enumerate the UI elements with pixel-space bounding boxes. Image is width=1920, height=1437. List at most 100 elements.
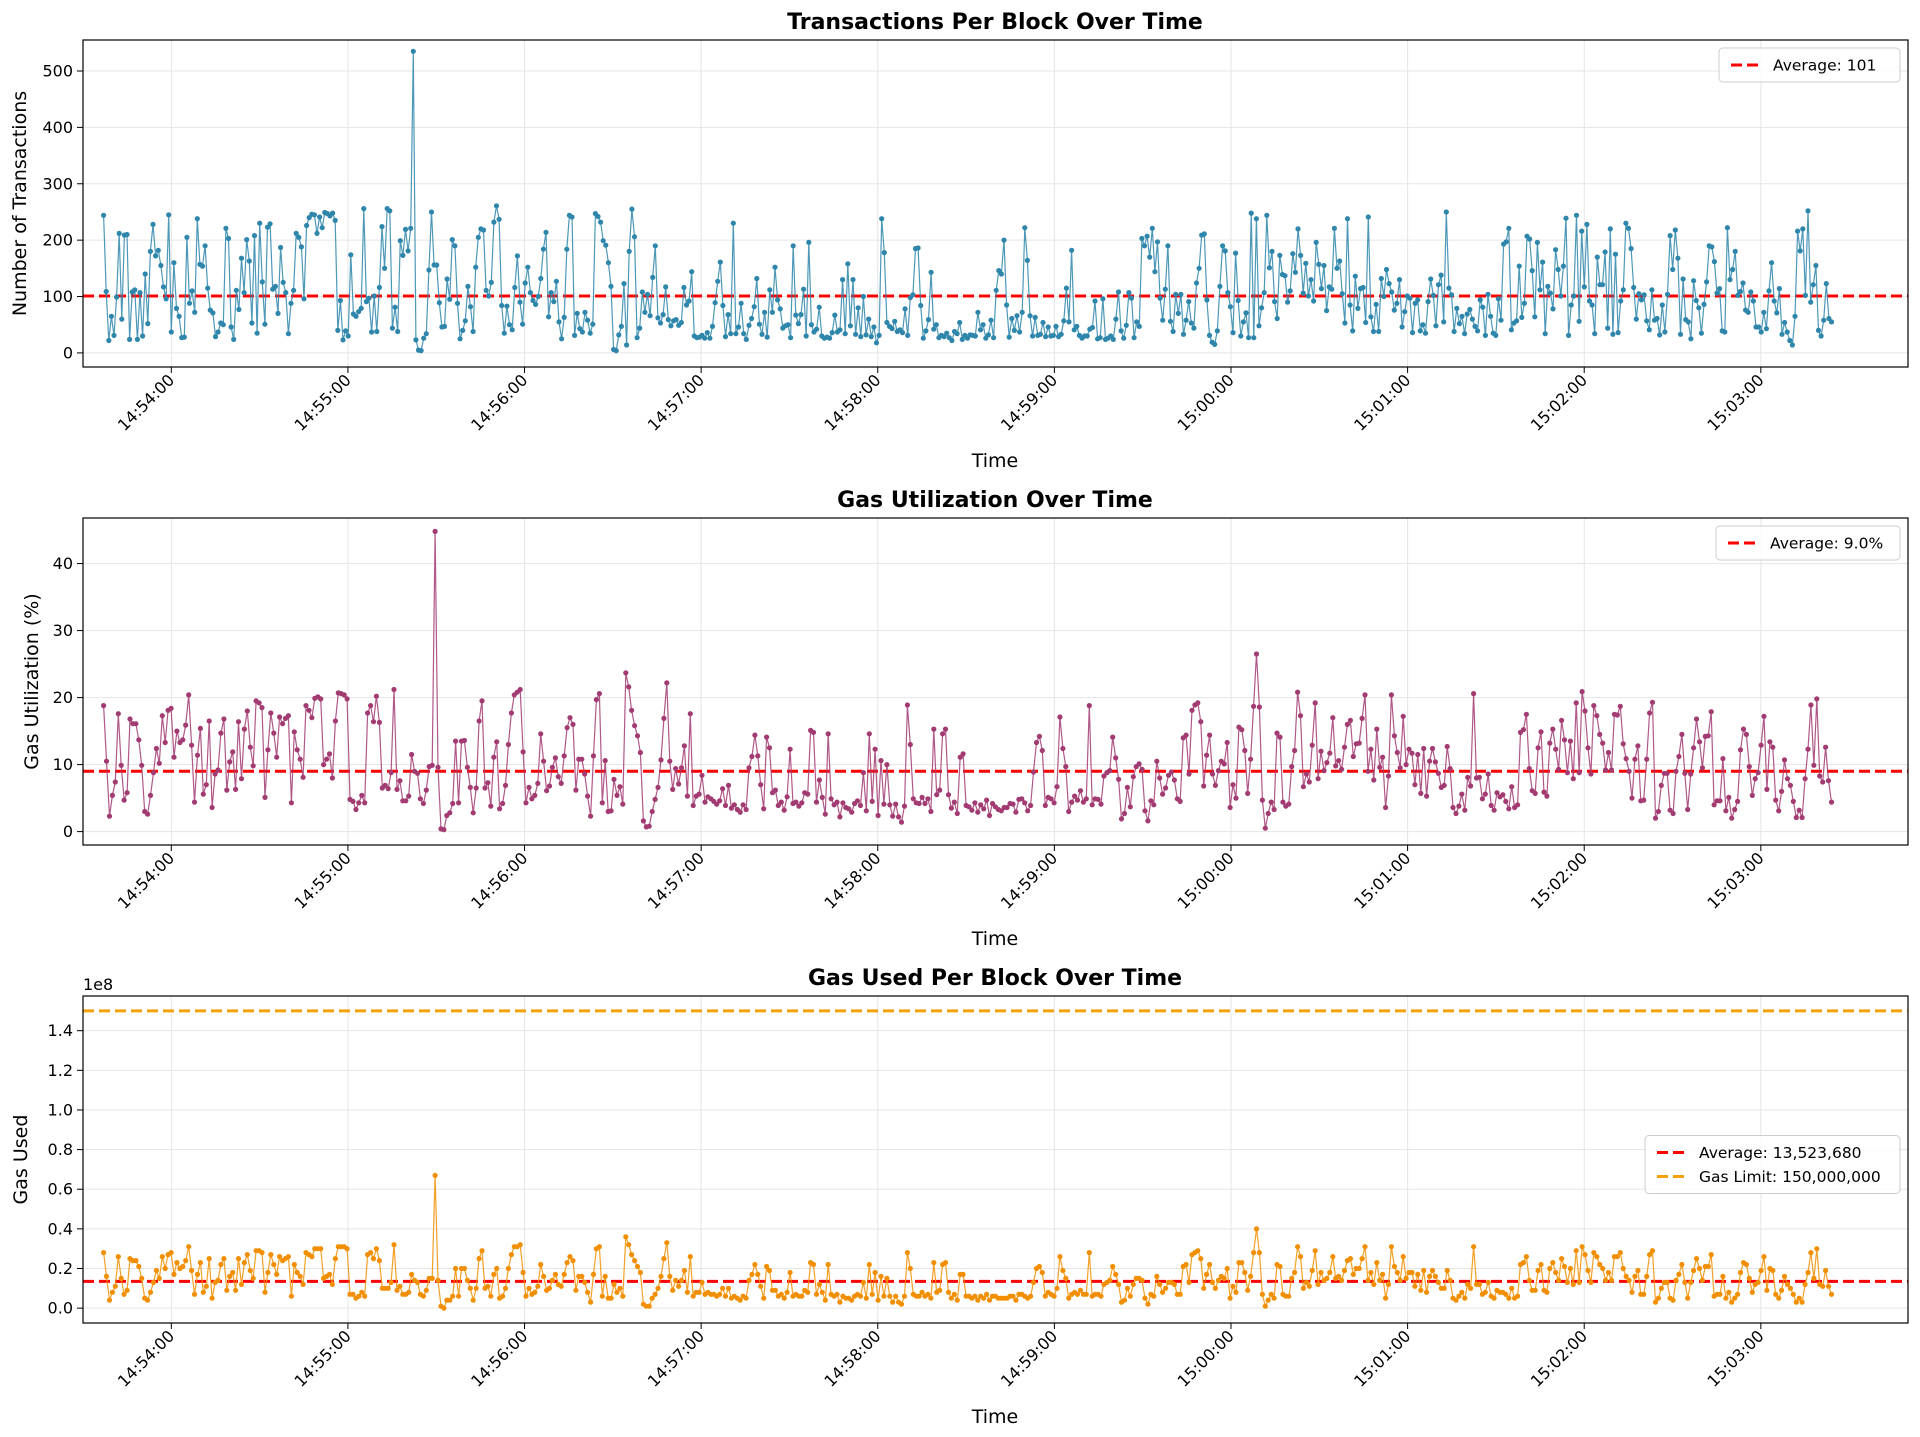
- data-point: [1555, 266, 1561, 273]
- data-point: [863, 332, 869, 338]
- data-point: [910, 796, 916, 802]
- data-point: [1014, 313, 1020, 319]
- data-point: [1040, 319, 1046, 326]
- data-point: [788, 335, 794, 341]
- legend-box: [1715, 525, 1901, 561]
- data-point: [1623, 1273, 1629, 1279]
- data-point: [658, 757, 664, 763]
- data-point: [1471, 1244, 1477, 1250]
- data-point: [218, 1261, 224, 1268]
- data-point: [540, 246, 547, 252]
- data-point: [1805, 1269, 1811, 1276]
- data-point: [1036, 1263, 1042, 1270]
- data-point: [1456, 1293, 1462, 1299]
- data-point: [1667, 233, 1673, 239]
- data-point: [1277, 252, 1283, 258]
- data-point: [1825, 778, 1832, 784]
- data-point: [387, 208, 393, 214]
- data-point: [413, 337, 419, 343]
- data-point: [998, 271, 1005, 277]
- data-point: [869, 1291, 875, 1297]
- data-point: [1221, 761, 1227, 767]
- data-point: [1802, 292, 1808, 298]
- data-point: [1620, 741, 1626, 747]
- data-point: [1491, 807, 1497, 813]
- data-point: [1066, 319, 1072, 325]
- data-point: [1324, 760, 1330, 766]
- data-point: [1582, 1252, 1588, 1258]
- data-point: [1649, 699, 1656, 705]
- x-tick-label: 14:57:00: [644, 848, 708, 912]
- data-point: [1298, 252, 1304, 258]
- data-point: [259, 705, 265, 711]
- data-point: [473, 264, 479, 270]
- data-point: [715, 278, 721, 284]
- data-point: [139, 762, 145, 768]
- data-point: [1435, 282, 1442, 288]
- data-point: [1632, 1273, 1638, 1279]
- data-point: [505, 1265, 511, 1272]
- data-point: [898, 819, 905, 825]
- data-point: [664, 1240, 670, 1246]
- data-point: [598, 219, 604, 225]
- data-point: [1100, 296, 1106, 302]
- data-point: [778, 799, 784, 805]
- data-point: [681, 1267, 688, 1274]
- data-point: [1576, 770, 1582, 776]
- data-point: [1430, 292, 1436, 298]
- data-point: [1186, 771, 1192, 777]
- data-point: [646, 1303, 652, 1309]
- data-point: [303, 703, 309, 709]
- data-point: [467, 304, 474, 310]
- data-point: [1412, 1283, 1418, 1289]
- data-point: [1724, 225, 1730, 231]
- data-point: [699, 772, 705, 778]
- data-point: [166, 212, 172, 218]
- data-point: [546, 1285, 553, 1291]
- data-point: [1235, 297, 1241, 304]
- data-point: [1368, 314, 1374, 320]
- data-point: [931, 1260, 937, 1266]
- data-point: [840, 800, 846, 806]
- data-point: [937, 787, 943, 793]
- data-point: [1344, 216, 1351, 222]
- data-point: [678, 1277, 685, 1283]
- data-point: [884, 319, 890, 326]
- data-point: [1532, 1287, 1538, 1293]
- data-point: [969, 807, 975, 813]
- data-point: [951, 799, 957, 805]
- grid: [83, 996, 1908, 1323]
- data-point: [1670, 266, 1676, 273]
- data-point: [1386, 281, 1392, 287]
- data-point: [1675, 255, 1681, 261]
- x-tick-label: 14:56:00: [467, 370, 531, 434]
- data-point: [1735, 292, 1741, 298]
- data-point: [1657, 332, 1663, 338]
- data-point: [186, 692, 192, 698]
- data-point: [1201, 783, 1207, 789]
- plot-frame: [82, 39, 1909, 368]
- gas-used-chart: Gas Used Per Block Over Time 1e8 0.00.20…: [10, 966, 1909, 1428]
- data-point: [523, 1293, 529, 1299]
- data-point: [614, 792, 620, 799]
- data-point: [1195, 700, 1201, 706]
- data-point: [506, 322, 513, 328]
- data-point: [1268, 799, 1274, 805]
- data-point: [1787, 782, 1793, 789]
- data-point: [1563, 215, 1569, 221]
- data-point: [595, 213, 601, 220]
- data-point: [441, 1305, 447, 1311]
- data-point: [681, 743, 688, 749]
- data-point: [972, 800, 978, 806]
- data-point: [573, 787, 579, 793]
- data-point: [206, 1256, 212, 1262]
- data-point: [985, 332, 992, 338]
- data-point: [1300, 1285, 1306, 1291]
- data-point: [1362, 1244, 1368, 1250]
- data-point: [646, 823, 652, 829]
- data-point: [1074, 1291, 1081, 1297]
- data-point: [376, 284, 382, 291]
- data-point: [655, 1285, 661, 1291]
- data-point: [637, 749, 644, 756]
- data-point: [491, 1271, 497, 1277]
